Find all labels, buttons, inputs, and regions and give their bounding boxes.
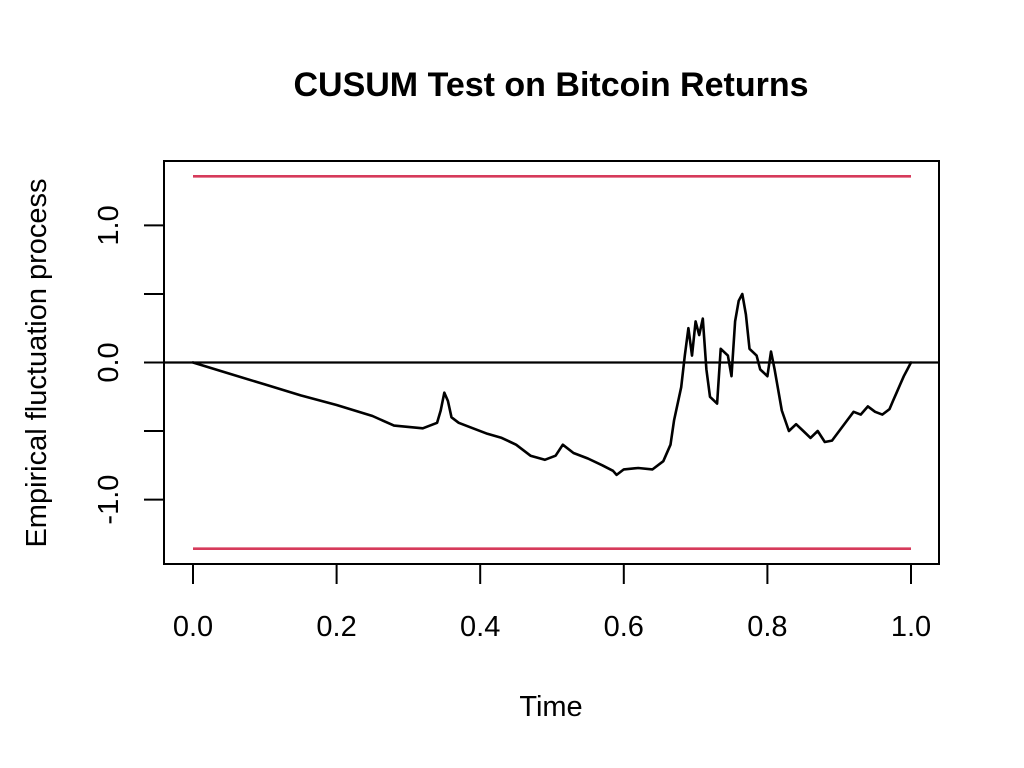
- x-tick-label: 0.0: [173, 611, 213, 643]
- x-tick-label: 0.6: [604, 611, 644, 643]
- fluctuation-process-line: [191, 292, 913, 477]
- chart-title: CUSUM Test on Bitcoin Returns: [293, 66, 808, 104]
- y-axis-label: Empirical fluctuation process: [21, 178, 53, 547]
- x-tick-label: 0.4: [460, 611, 500, 643]
- x-axis-label: Time: [519, 691, 582, 723]
- x-tick-label: 1.0: [891, 611, 931, 643]
- plot-layer: [164, 175, 939, 550]
- y-tick-label: 1.0: [93, 205, 125, 245]
- x-tick-label: 0.2: [316, 611, 356, 643]
- y-tick-label: 0.0: [93, 342, 125, 382]
- y-tick-label: -1.0: [93, 475, 125, 525]
- x-tick-label: 0.8: [747, 611, 787, 643]
